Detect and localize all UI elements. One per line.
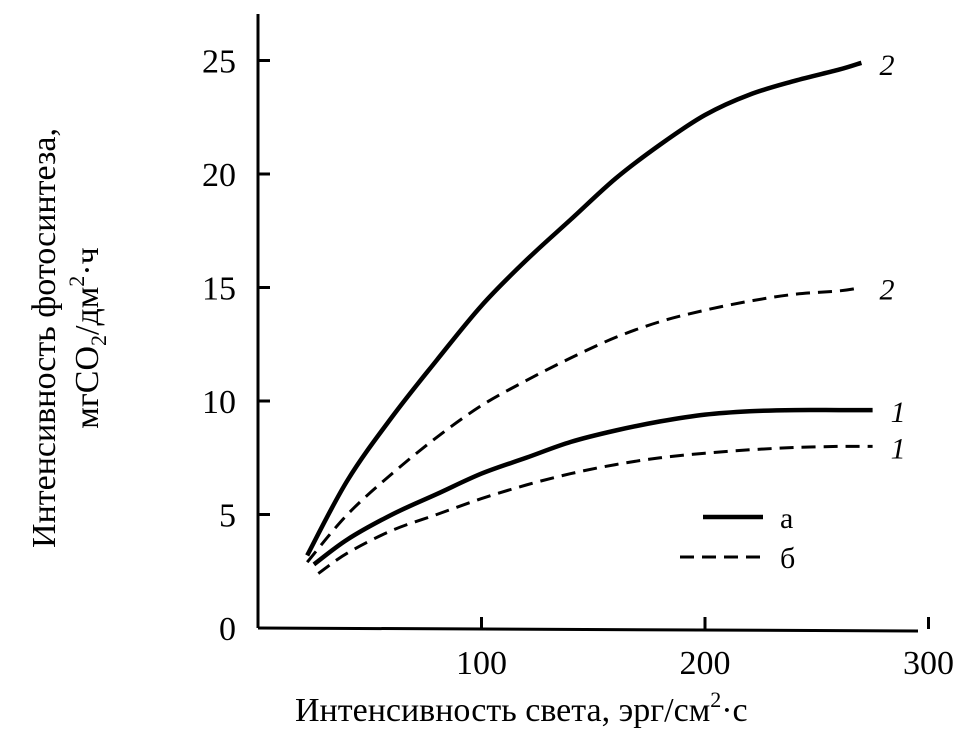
- x-axis-title-main: Интенсивность света, эрг/см: [295, 692, 710, 729]
- series-line-dashed-2: [306, 286, 862, 564]
- y-tick-label: 10: [202, 384, 236, 421]
- x-axis-title: Интенсивность света, эрг/см2·с: [295, 687, 748, 729]
- series-layer: [305, 60, 873, 575]
- series-line-solid-2: [305, 60, 863, 557]
- curve-label: 1: [891, 432, 906, 465]
- y-axis-title-unit-sup: 2: [64, 276, 89, 287]
- x-axis: [257, 626, 919, 633]
- y-tick-label: 5: [219, 498, 236, 535]
- y-axis-title-line1: Интенсивность фотосинтеза,: [26, 128, 63, 548]
- y-axis-title-unit-b: /дм: [69, 287, 106, 335]
- curve-labels: 2 2 11: [879, 49, 905, 466]
- y-axis-title-unit-c: ·ч: [69, 247, 106, 275]
- y-axis-title-line2: мгCO2/дм2·ч: [64, 247, 111, 428]
- legend-label-solid: а: [780, 502, 793, 535]
- y-ticks: 0 5 10 15 20 25: [202, 44, 270, 648]
- x-axis-title-sup: 2: [710, 687, 721, 712]
- legend: а б: [680, 502, 795, 575]
- y-axis-title-unit-sub: 2: [86, 335, 111, 346]
- legend-label-dashed: б: [780, 542, 795, 575]
- y-tick-label: 20: [202, 157, 236, 194]
- x-tick-label: 200: [680, 645, 731, 682]
- y-tick-label: 15: [202, 271, 236, 308]
- y-tick-label: 0: [219, 611, 236, 648]
- series-line-solid-1: [312, 407, 873, 567]
- curve-label: 1: [891, 396, 906, 429]
- curve-label: 2: [879, 49, 894, 82]
- y-axis-title-unit-a: мгCO: [69, 346, 106, 429]
- x-axis-title-tail: ·с: [721, 692, 747, 729]
- y-tick-label: 25: [202, 44, 236, 81]
- x-ticks: 100 200 300: [456, 617, 954, 682]
- x-tick-label: 100: [456, 645, 507, 682]
- curve-label: 2: [879, 274, 894, 307]
- series-line-dashed-1: [317, 444, 873, 575]
- x-tick-label: 300: [903, 645, 954, 682]
